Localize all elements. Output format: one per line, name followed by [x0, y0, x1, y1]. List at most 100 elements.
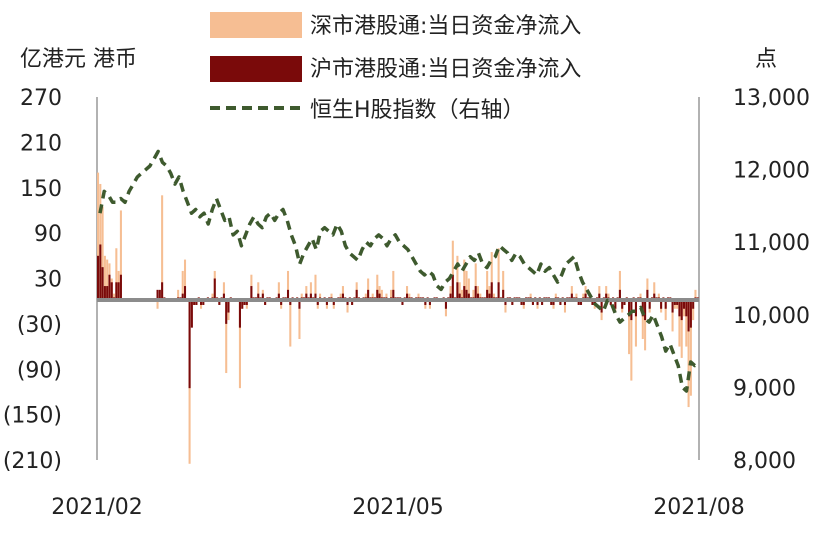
bar-shanghai [660, 301, 663, 309]
bar-shanghai [200, 301, 203, 305]
bar-shenzhen [678, 301, 681, 347]
bar-shanghai [531, 301, 534, 305]
hscei-line-path [98, 149, 701, 393]
bar-shenzhen [497, 248, 500, 302]
bar-shanghai [579, 301, 583, 305]
bar-shanghai [584, 293, 587, 302]
bar-shanghai [644, 301, 647, 321]
bar-shanghai [227, 301, 230, 313]
bar-shanghai [559, 301, 562, 305]
bar-shenzhen [630, 301, 633, 381]
bar-shenzhen [314, 274, 317, 302]
bar-shanghai [225, 301, 228, 324]
bar-shanghai [346, 301, 349, 305]
bar-shanghai [401, 301, 404, 305]
bar-shanghai [99, 244, 102, 302]
bar-shanghai [591, 301, 594, 305]
bar-shanghai [671, 301, 674, 313]
bar-shanghai [570, 293, 573, 302]
bar-shenzhen [465, 270, 468, 302]
bar-shanghai [458, 293, 461, 302]
x-tick-label: 2021/05 [352, 495, 443, 520]
bar-shenzhen [177, 289, 180, 302]
y-right-unit-label: 点 [755, 47, 777, 72]
bar-shanghai [520, 301, 523, 305]
bar-shanghai [598, 293, 601, 302]
legend-label-hscei: 恒生H股指数（右轴） [310, 98, 525, 123]
y-right-tick-label: 8,000 [733, 449, 796, 474]
bar-shanghai [257, 293, 260, 302]
bar-shanghai [106, 286, 109, 302]
bar-shanghai [190, 301, 193, 328]
bar-shenzhen [504, 301, 507, 313]
bar-shanghai [193, 301, 196, 305]
y-left-tick-label: 90 [34, 222, 62, 247]
bar-shenzhen [181, 270, 184, 302]
bar-shanghai [522, 301, 525, 305]
bar-shenzhen [641, 301, 644, 339]
bar-shanghai [332, 301, 335, 305]
bar-shanghai [678, 301, 681, 317]
bar-shanghai [392, 289, 395, 302]
bar-shenzhen [456, 255, 459, 302]
bar-shenzhen [680, 301, 683, 358]
bar-shenzhen [161, 195, 164, 302]
bar-shenzhen [689, 301, 692, 396]
bar-shanghai [497, 282, 500, 302]
bar-shenzhen [101, 206, 104, 302]
bar-shenzhen [692, 301, 695, 321]
bar-shenzhen [119, 210, 122, 302]
bar-shanghai [181, 293, 184, 302]
bar-shanghai [476, 293, 480, 302]
bar-shenzhen [289, 301, 292, 347]
y-left-tick-label: 150 [20, 177, 62, 202]
bar-shanghai [406, 293, 409, 302]
bar-shenzhen [257, 282, 260, 302]
bar-shanghai [97, 255, 100, 302]
bar-shanghai [680, 301, 683, 321]
bar-shanghai [280, 301, 283, 305]
y-left-tick-label: (30) [17, 313, 62, 338]
bar-shenzhen [490, 252, 493, 302]
bar-shanghai [563, 301, 567, 305]
bar-shenzhen [460, 289, 464, 302]
bar-shenzhen [392, 270, 395, 302]
bar-shanghai [314, 293, 317, 302]
bar-shenzhen [346, 301, 349, 313]
bar-shanghai [110, 282, 113, 302]
y-right-tick-label: 13,000 [733, 86, 810, 111]
bar-shanghai [664, 301, 667, 309]
bar-shenzhen [502, 270, 505, 302]
bar-shanghai [614, 301, 617, 309]
bar-shanghai [623, 301, 626, 305]
bar-shanghai [218, 301, 221, 305]
bars-shenzhen [97, 172, 699, 464]
bar-shanghai [502, 289, 505, 302]
bar-shanghai [541, 301, 544, 305]
bar-shanghai [101, 267, 104, 302]
bar-shenzhen [486, 270, 489, 302]
x-tick-label: 2021/02 [51, 495, 142, 520]
bar-shanghai [676, 301, 679, 305]
legend-swatch-shanghai [210, 56, 302, 82]
bar-shanghai [286, 289, 290, 302]
bar-shanghai [261, 293, 264, 302]
y-right-tick-label: 11,000 [733, 231, 810, 256]
bar-shenzhen [463, 259, 466, 302]
y-right-tick-label: 9,000 [733, 376, 796, 401]
bar-shenzhen [103, 255, 106, 302]
bar-shanghai [341, 293, 344, 302]
bar-shanghai [277, 293, 280, 302]
y-left-tick-label: 210 [20, 131, 62, 156]
bar-shanghai [250, 286, 253, 302]
bar-shanghai [511, 301, 514, 305]
bar-shenzhen [467, 278, 470, 302]
bar-shanghai [609, 301, 612, 305]
bar-shanghai [444, 301, 447, 309]
series-hscei-line [98, 149, 701, 393]
bars-shanghai [97, 244, 699, 389]
bar-shanghai [195, 301, 198, 305]
y-left-tick-label: 270 [20, 86, 62, 111]
bar-shenzhen [277, 282, 280, 302]
bar-shanghai [449, 293, 452, 302]
